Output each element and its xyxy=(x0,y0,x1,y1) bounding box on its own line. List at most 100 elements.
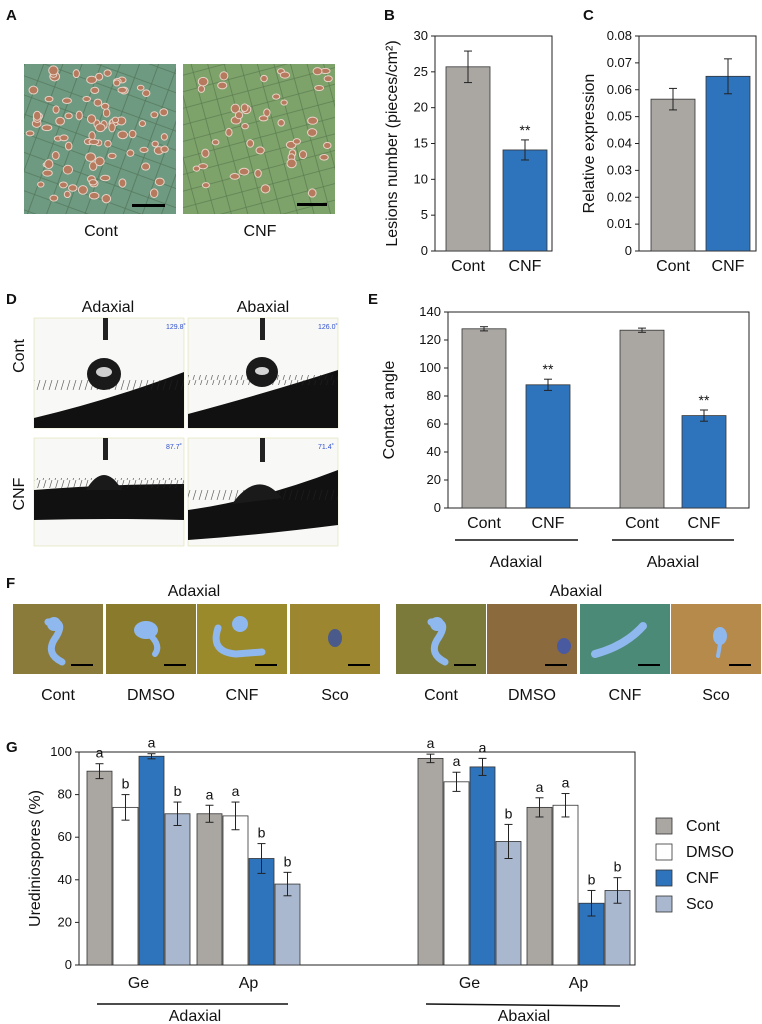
lesion-spot xyxy=(41,124,53,132)
y-tick-label: 40 xyxy=(58,872,72,887)
lesion-spot xyxy=(108,122,116,133)
spore-caption: Sco xyxy=(321,687,349,704)
significance-mark: ** xyxy=(543,361,554,377)
leaf-photo-cnf xyxy=(183,64,335,214)
lesion-spot xyxy=(240,103,249,113)
y-tick-label: 0.03 xyxy=(607,162,632,177)
lesion-spot xyxy=(32,110,42,121)
significance-mark: ** xyxy=(699,392,710,408)
lesion-spot xyxy=(142,89,151,98)
panel-label-c: C xyxy=(583,7,594,24)
lesion-spot xyxy=(260,184,271,194)
lesion-spot xyxy=(149,188,159,199)
x-tick-label: Cont xyxy=(451,258,485,275)
lesion-spot xyxy=(82,95,91,103)
spore-caption: CNF xyxy=(226,687,259,704)
germ-tube xyxy=(212,624,266,658)
plot-frame xyxy=(447,311,750,509)
scale-bar xyxy=(729,664,751,666)
lesion-spot xyxy=(64,141,73,151)
lesion-spot xyxy=(58,181,68,189)
lesion-spot xyxy=(42,169,53,177)
spore-caption: Cont xyxy=(424,687,458,704)
caption-a-cont: Cont xyxy=(84,223,118,240)
lesion-spot xyxy=(90,86,100,94)
row-label-cont: Cont xyxy=(11,339,28,373)
bar xyxy=(650,98,696,252)
lesion-spot xyxy=(151,140,159,148)
x-tick-label: CNF xyxy=(712,258,745,275)
lesion-spot xyxy=(211,139,220,146)
lesion-spot xyxy=(277,119,285,127)
scale-bar xyxy=(545,664,567,666)
spore xyxy=(430,617,444,631)
significance-mark: ** xyxy=(520,122,531,138)
leaf-photo-cont xyxy=(24,64,176,214)
significance-letter: a xyxy=(206,786,214,802)
lesion-spot xyxy=(263,108,271,117)
lesion-spot xyxy=(59,134,69,142)
lesion-spot xyxy=(246,139,255,148)
group-bracket xyxy=(425,1003,621,1007)
lesion-spot xyxy=(51,151,60,160)
x-tick-label: CNF xyxy=(509,258,542,275)
y-tick-label: 20 xyxy=(414,100,428,115)
y-tick-label: 100 xyxy=(419,360,441,375)
lesion-spot xyxy=(307,128,318,137)
lesion-spot xyxy=(28,85,39,95)
significance-letter: b xyxy=(122,776,130,792)
bar xyxy=(681,415,727,509)
spore-caption: Sco xyxy=(702,687,730,704)
lesion-spot xyxy=(44,159,54,170)
y-tick-label: 25 xyxy=(414,64,428,79)
x-tick-label: Ap xyxy=(569,975,589,992)
spore-photo xyxy=(106,604,196,674)
germ-tube xyxy=(591,622,647,658)
lesion-spot xyxy=(258,115,269,122)
significance-letter: a xyxy=(453,753,461,769)
bar xyxy=(495,841,522,966)
significance-letter: a xyxy=(232,783,240,799)
lesion-spot xyxy=(88,191,100,200)
lesion-spot xyxy=(312,67,323,76)
lesion-spot xyxy=(126,149,135,157)
lesion-spot xyxy=(201,148,210,158)
caption-a-cnf: CNF xyxy=(244,223,277,240)
legend-swatch xyxy=(655,895,673,913)
germ-tube xyxy=(716,642,722,658)
lesion-spot xyxy=(102,108,111,118)
lesion-spot xyxy=(88,138,100,146)
germ-tube xyxy=(148,633,161,657)
x-tick-label: CNF xyxy=(532,515,565,532)
lesion-spot xyxy=(104,139,112,148)
lesion-spot xyxy=(279,71,291,79)
legend-label: Sco xyxy=(686,896,714,913)
y-tick-label: 100 xyxy=(50,744,72,759)
spore xyxy=(328,629,342,647)
spore xyxy=(232,616,248,632)
legend-swatch xyxy=(655,843,673,861)
bar xyxy=(274,883,301,966)
lesion-spot xyxy=(95,123,106,133)
y-axis-title: Urediniospores (%) xyxy=(27,790,44,927)
legend-label: DMSO xyxy=(686,844,734,861)
lesion-spot xyxy=(117,130,128,140)
lesion-spot xyxy=(292,138,301,145)
y-tick-label: 120 xyxy=(419,332,441,347)
scale-bar xyxy=(255,664,277,666)
group-label-f-abaxial: Abaxial xyxy=(550,583,602,600)
lesion-spot xyxy=(201,182,210,189)
lesion-spot xyxy=(314,84,325,91)
spore-photo xyxy=(396,604,486,674)
chart-g: 0 20 40 60 80 100 Urediniospores (%) a a a a b a a a a b… xyxy=(27,735,734,1024)
x-tick-label: Ap xyxy=(239,975,259,992)
bar xyxy=(502,149,548,252)
panel-label-e: E xyxy=(368,291,378,308)
contact-angle-value: 87.7˚ xyxy=(166,443,182,451)
lesion-spot xyxy=(323,75,333,83)
y-tick-label: 60 xyxy=(58,829,72,844)
lesion-spot xyxy=(100,102,110,110)
lesion-spot xyxy=(255,146,265,155)
significance-letter: b xyxy=(174,783,182,799)
spore-caption: DMSO xyxy=(508,687,556,704)
